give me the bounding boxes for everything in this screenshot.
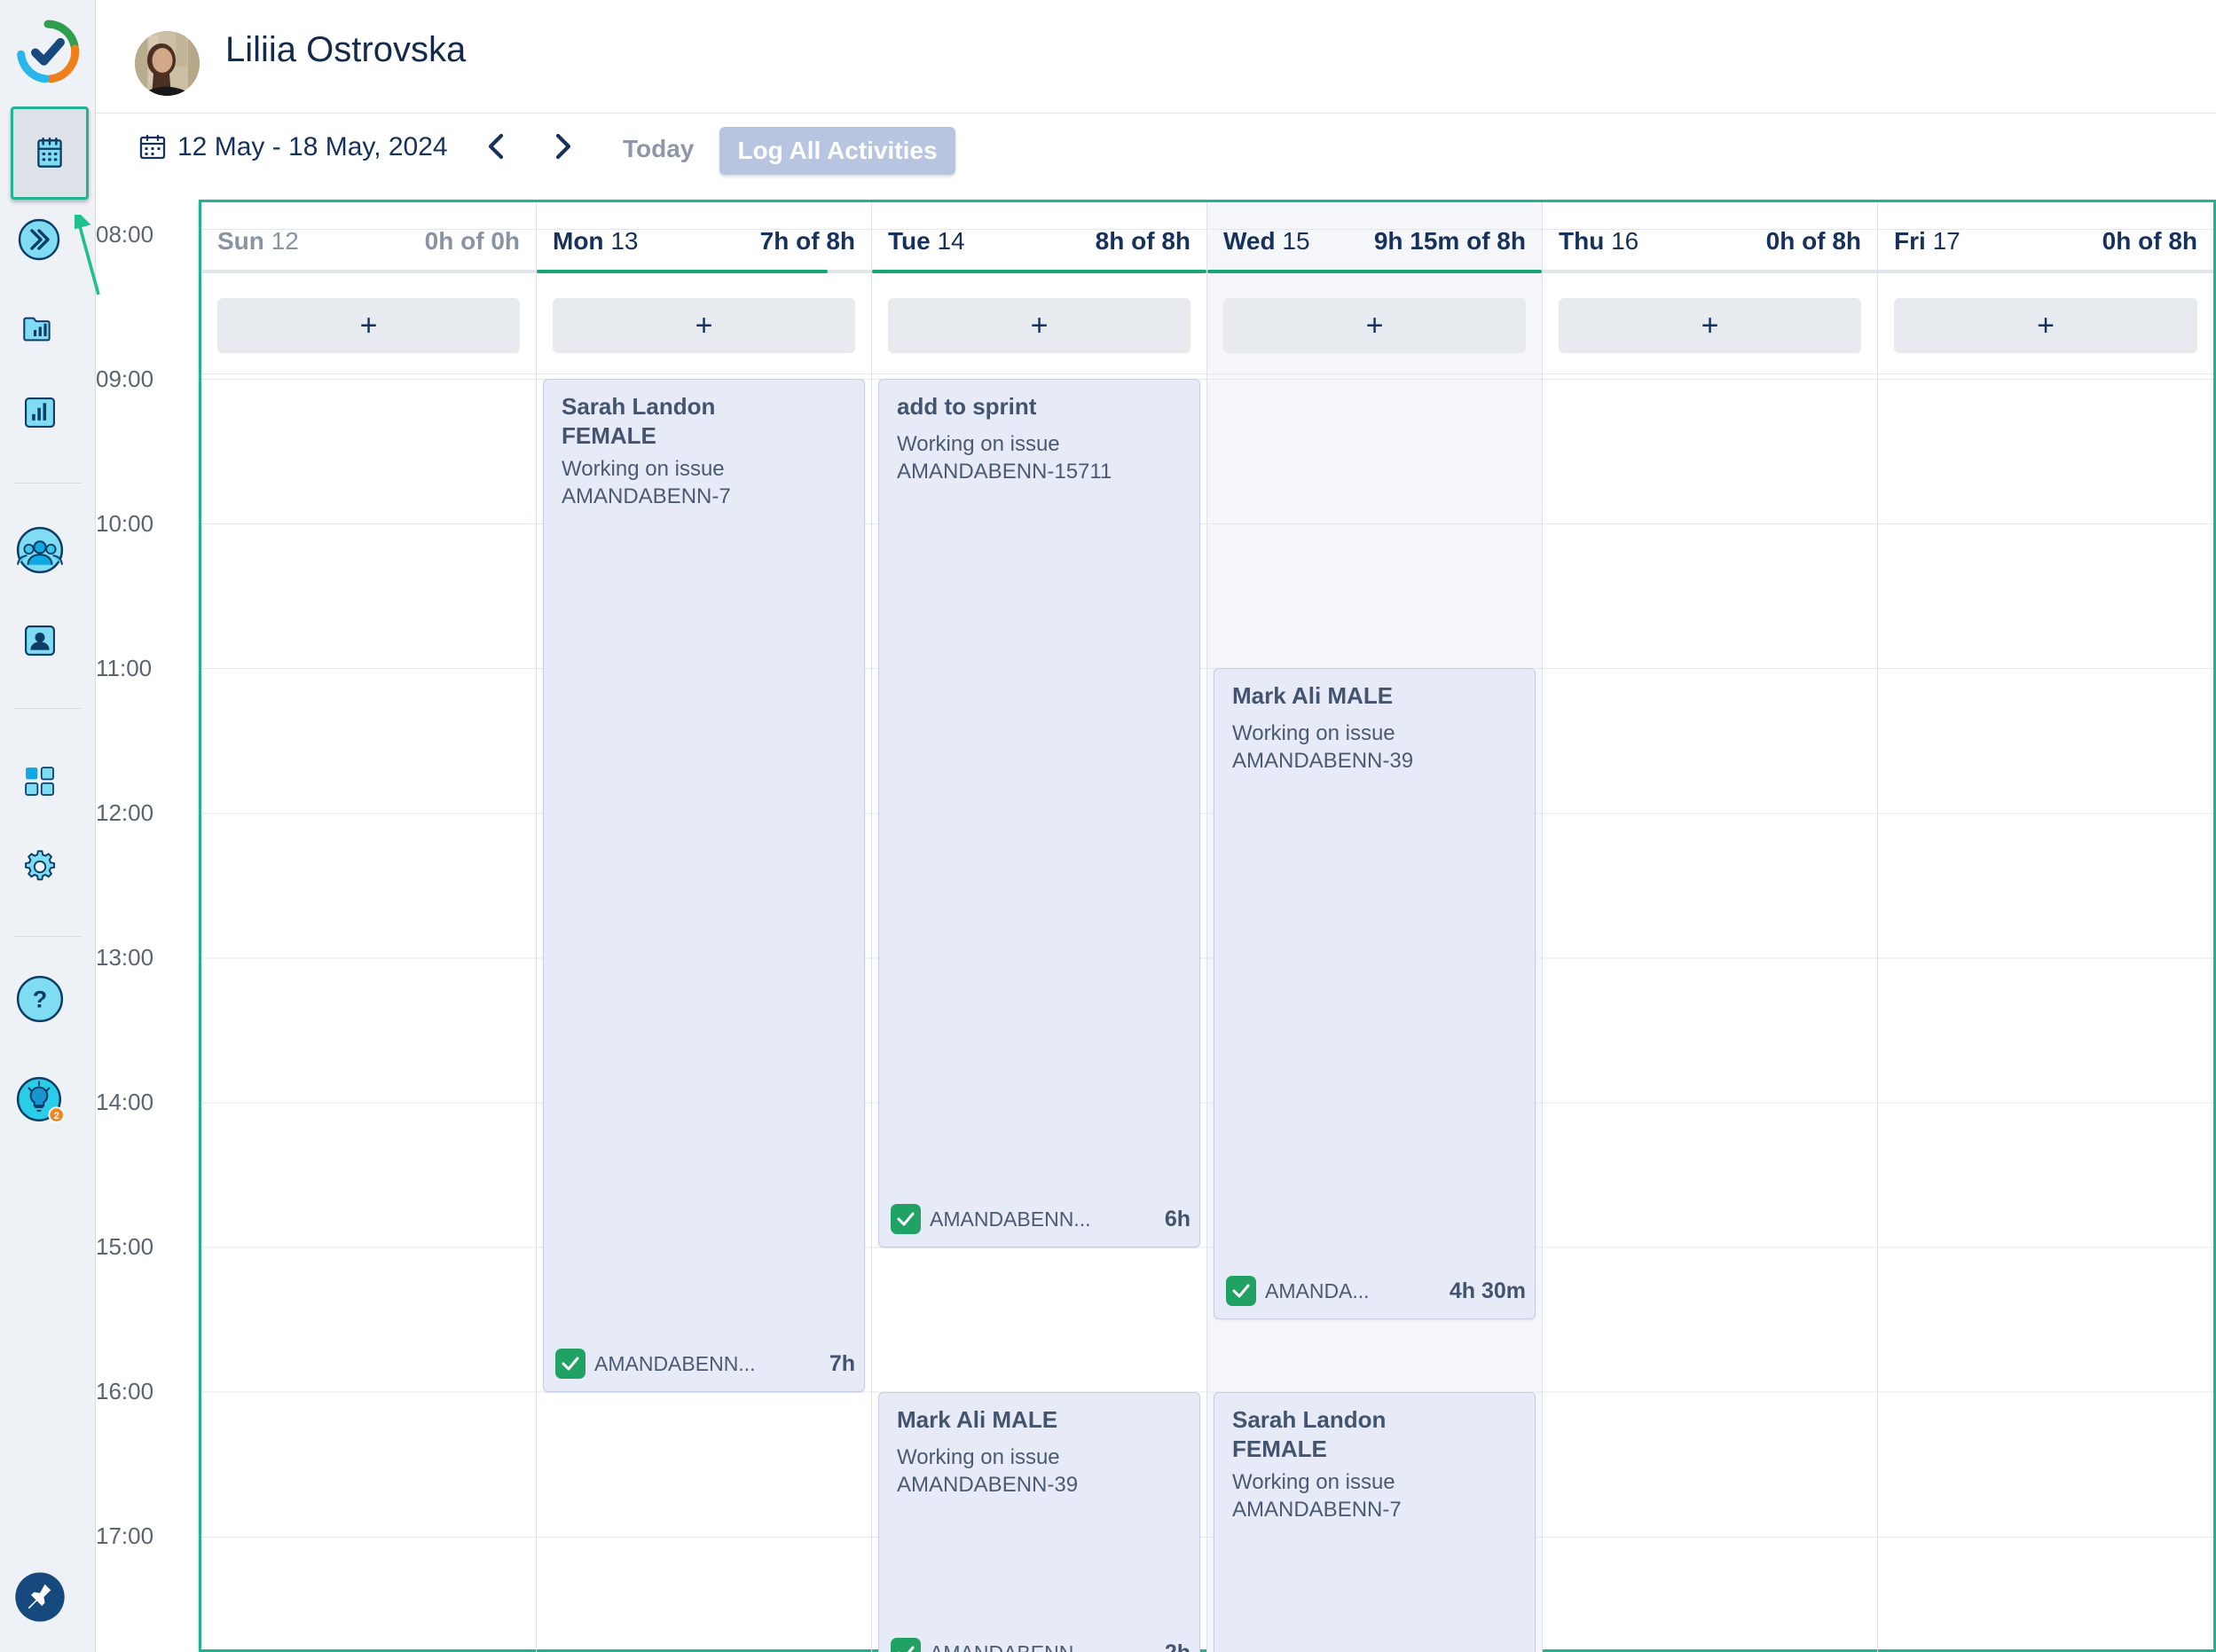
- svg-text:?: ?: [33, 986, 47, 1012]
- svg-text:2: 2: [53, 1111, 59, 1121]
